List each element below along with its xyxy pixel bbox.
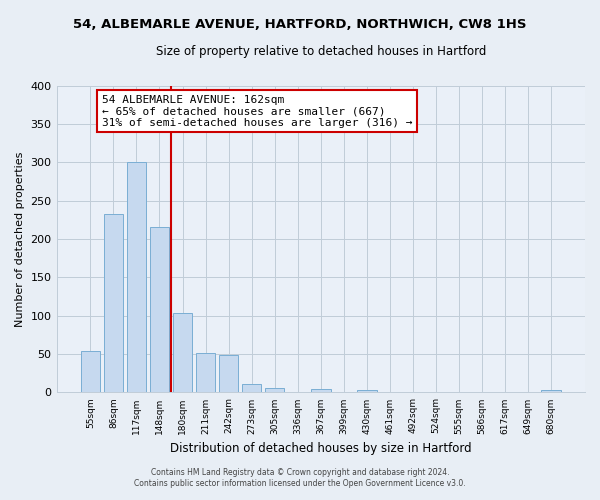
Bar: [242, 384, 262, 392]
Bar: [149, 228, 169, 392]
Bar: [265, 388, 284, 392]
Bar: [541, 390, 561, 392]
Bar: [219, 355, 238, 393]
Title: Size of property relative to detached houses in Hartford: Size of property relative to detached ho…: [155, 45, 486, 58]
Bar: [104, 214, 123, 392]
Bar: [127, 162, 146, 392]
Bar: [80, 351, 100, 393]
Text: 54 ALBEMARLE AVENUE: 162sqm
← 65% of detached houses are smaller (667)
31% of se: 54 ALBEMARLE AVENUE: 162sqm ← 65% of det…: [102, 95, 412, 128]
Y-axis label: Number of detached properties: Number of detached properties: [15, 152, 25, 326]
Bar: [311, 390, 331, 392]
Text: 54, ALBEMARLE AVENUE, HARTFORD, NORTHWICH, CW8 1HS: 54, ALBEMARLE AVENUE, HARTFORD, NORTHWIC…: [73, 18, 527, 30]
X-axis label: Distribution of detached houses by size in Hartford: Distribution of detached houses by size …: [170, 442, 472, 455]
Bar: [357, 390, 377, 392]
Bar: [196, 352, 215, 393]
Bar: [173, 314, 193, 392]
Text: Contains HM Land Registry data © Crown copyright and database right 2024.
Contai: Contains HM Land Registry data © Crown c…: [134, 468, 466, 487]
